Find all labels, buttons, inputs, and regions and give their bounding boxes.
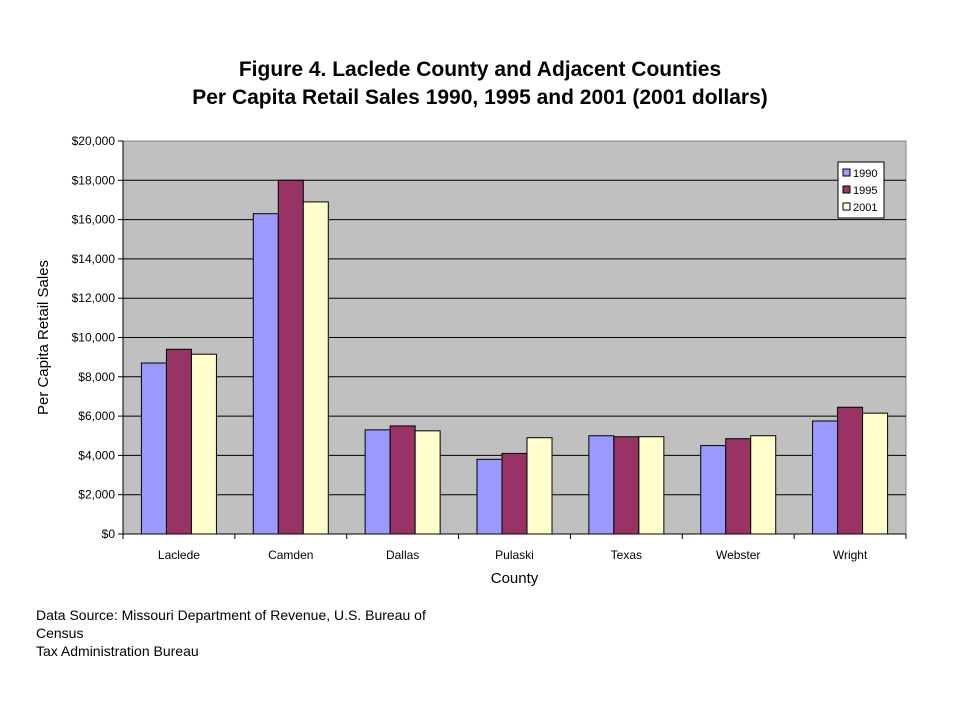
y-tick-label: $6,000 (78, 409, 115, 423)
y-tick-label: $16,000 (72, 213, 116, 227)
source-note-line-3: Tax Administration Bureau (36, 643, 199, 659)
y-tick-label: $20,000 (72, 134, 116, 148)
x-tick-label: Dallas (386, 548, 419, 562)
y-tick-label: $2,000 (78, 488, 115, 502)
bar-1995-texas (613, 436, 640, 535)
x-tick-label: Wright (833, 548, 868, 562)
x-tick-label: Webster (716, 548, 760, 562)
bar-1995-camden (277, 179, 304, 535)
x-tick-label: Laclede (158, 548, 200, 562)
y-tick-label: $18,000 (72, 173, 116, 187)
bar-2001-wright (862, 412, 889, 535)
y-tick-label: $12,000 (72, 291, 116, 305)
y-tick-label: $4,000 (78, 448, 115, 462)
bar-1990-pulaski (476, 458, 503, 535)
legend-swatch-1990 (842, 168, 851, 177)
source-note-line-2: Census (36, 625, 84, 641)
bar-2001-camden (302, 201, 329, 535)
bar-2001-dallas (414, 430, 441, 535)
legend-swatch-2001 (842, 202, 851, 211)
legend-label-1995: 1995 (853, 185, 877, 197)
legend-label-2001: 2001 (853, 202, 877, 214)
bar-1990-camden (252, 213, 279, 535)
x-tick-label: Texas (611, 548, 642, 562)
y-axis-title: Per Capita Retail Sales (35, 260, 52, 415)
bar-2001-pulaski (526, 437, 553, 535)
legend-label-1990: 1990 (853, 168, 877, 180)
chart-subtitle: Per Capita Retail Sales 1990, 1995 and 2… (192, 86, 768, 109)
y-tick-label: $14,000 (72, 252, 116, 266)
bar-1995-dallas (389, 425, 416, 535)
bar-1990-texas (588, 435, 615, 535)
bar-1990-dallas (364, 429, 391, 535)
bar-2001-laclede (190, 353, 217, 535)
y-tick-label: $10,000 (72, 331, 116, 345)
x-tick-label: Camden (268, 548, 313, 562)
x-tick-label: Pulaski (495, 548, 534, 562)
bar-1990-laclede (140, 362, 167, 535)
source-note-line-1: Data Source: Missouri Department of Reve… (36, 607, 426, 623)
chart-title: Figure 4. Laclede County and Adjacent Co… (238, 58, 722, 81)
bar-1995-wright (837, 406, 864, 535)
y-tick-label: $8,000 (78, 370, 115, 384)
x-axis-title: County (491, 570, 539, 587)
bar-1995-laclede (165, 348, 192, 535)
bar-2001-webster (750, 435, 777, 535)
bar-1995-webster (725, 438, 752, 535)
bar-1990-webster (700, 445, 727, 535)
bar-2001-texas (638, 436, 665, 535)
legend-swatch-1995 (842, 185, 851, 194)
y-tick-label: $0 (102, 527, 116, 541)
bar-1995-pulaski (501, 452, 528, 535)
bar-1990-wright (812, 420, 839, 535)
